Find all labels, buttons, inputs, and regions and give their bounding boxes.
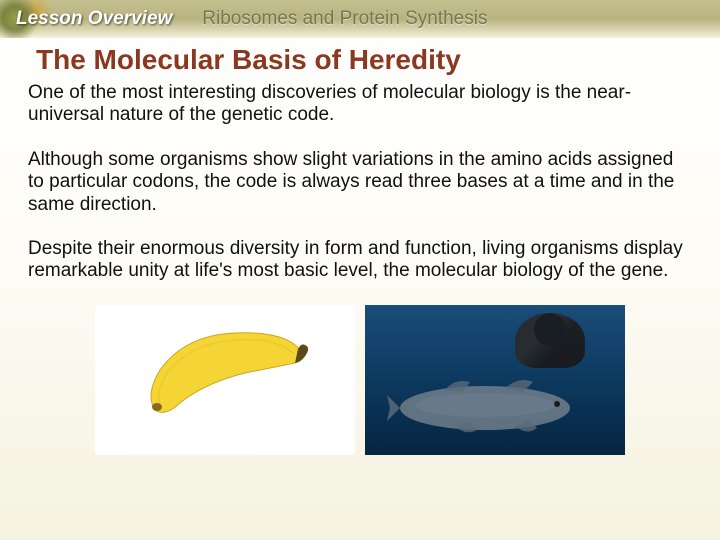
chapter-title: Ribosomes and Protein Synthesis xyxy=(202,8,487,30)
underwater-image xyxy=(365,305,625,455)
content-area: One of the most interesting discoveries … xyxy=(0,82,720,455)
page-title: The Molecular Basis of Heredity xyxy=(0,38,720,82)
banana-image xyxy=(95,305,355,455)
lesson-overview-label: Lesson Overview xyxy=(16,8,172,30)
banana-icon xyxy=(135,325,315,435)
images-row xyxy=(28,305,692,455)
paragraph-2: Although some organisms show slight vari… xyxy=(28,149,692,216)
paragraph-1: One of the most interesting discoveries … xyxy=(28,82,692,127)
paragraph-3: Despite their enormous diversity in form… xyxy=(28,238,692,283)
coelacanth-icon xyxy=(385,370,585,440)
header-bar: Lesson Overview Ribosomes and Protein Sy… xyxy=(0,0,720,38)
diver-icon xyxy=(515,313,585,368)
